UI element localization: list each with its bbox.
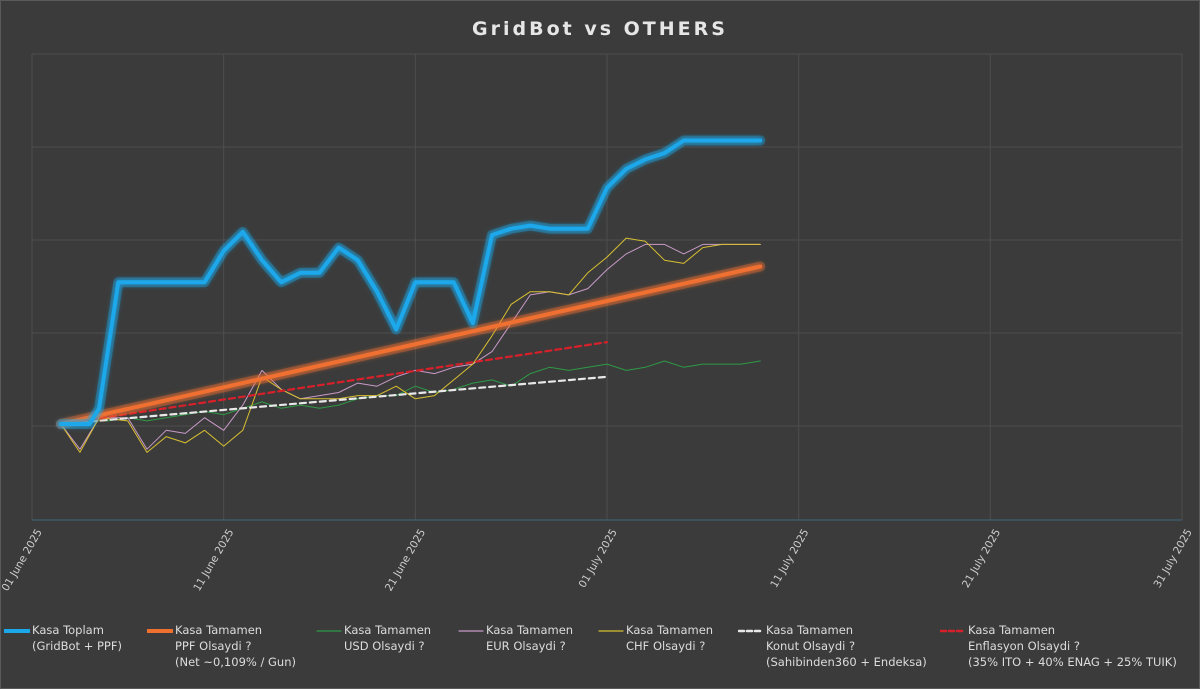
series-line (60, 243, 761, 450)
x-tick-label: 01 July 2025 (577, 527, 620, 590)
legend: Kasa Toplam (GridBot + PPF) Kasa Tamamen PP… (0, 622, 1200, 682)
legend-label: (Sahibinden360 + Endeksa) (766, 655, 927, 669)
legend-label: EUR Olsaydi ? (486, 639, 566, 653)
legend-swatch (738, 629, 764, 633)
grid (31, 53, 1183, 521)
legend-swatch (316, 630, 342, 632)
x-tick-label: 21 July 2025 (960, 527, 1003, 590)
series-line (58, 138, 763, 426)
legend-swatch (147, 629, 173, 633)
legend-label: USD Olsaydi ? (344, 639, 425, 653)
legend-label: Kasa Tamamen (626, 623, 714, 637)
x-tick-label: 11 June 2025 (191, 527, 236, 593)
legend-label: Konut Olsaydi ? (766, 639, 856, 653)
series-line (60, 237, 761, 453)
x-tick-label: 11 July 2025 (768, 527, 811, 590)
legend-label: Kasa Tamamen (175, 623, 263, 637)
series-line (59, 375, 609, 426)
x-tick-label: 31 July 2025 (1152, 527, 1195, 590)
legend-label: (Net ~0,109% / Gun) (175, 655, 296, 669)
legend-label: Kasa Tamamen (344, 623, 432, 637)
legend-swatch (598, 630, 624, 632)
x-tick-label: 01 June 2025 (0, 527, 45, 593)
x-tick-labels: 01 June 2025 11 June 2025 21 June 2025 01 J… (0, 527, 1195, 593)
legend-label: CHF Olsaydi ? (626, 639, 706, 653)
x-tick-label: 21 June 2025 (383, 527, 428, 593)
series-line (59, 341, 609, 426)
series-lines (55, 135, 766, 453)
line-chart: 01 June 2025 11 June 2025 21 June 2025 01 J… (0, 53, 1195, 593)
legend-swatch (940, 629, 966, 633)
legend-swatch (458, 630, 484, 632)
series-line (58, 264, 763, 426)
legend-label: Kasa Toplam (32, 623, 104, 637)
legend-label: (GridBot + PPF) (32, 639, 122, 653)
legend-label: Enflasyon Olsaydi ? (968, 639, 1080, 653)
legend-label: Kasa Tamamen (766, 623, 854, 637)
legend-label: Kasa Tamamen (486, 623, 574, 637)
chart-title: GridBot vs OTHERS (472, 18, 728, 40)
legend-swatch (4, 629, 30, 633)
legend-label: (35% ITO + 40% ENAG + 25% TUIK) (968, 655, 1177, 669)
legend-label: Kasa Tamamen (968, 623, 1056, 637)
legend-label: PPF Olsaydi ? (175, 639, 252, 653)
series-line (60, 360, 761, 425)
